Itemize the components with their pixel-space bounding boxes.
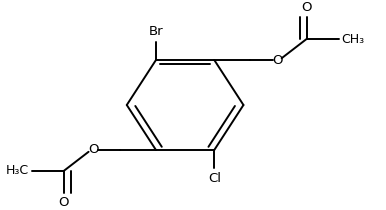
Text: O: O — [59, 196, 69, 209]
Text: Cl: Cl — [208, 172, 221, 185]
Text: O: O — [88, 143, 98, 156]
Text: H₃C: H₃C — [6, 164, 29, 177]
Text: CH₃: CH₃ — [342, 33, 365, 46]
Text: O: O — [301, 1, 312, 14]
Text: O: O — [272, 54, 283, 67]
Text: Br: Br — [149, 25, 163, 38]
